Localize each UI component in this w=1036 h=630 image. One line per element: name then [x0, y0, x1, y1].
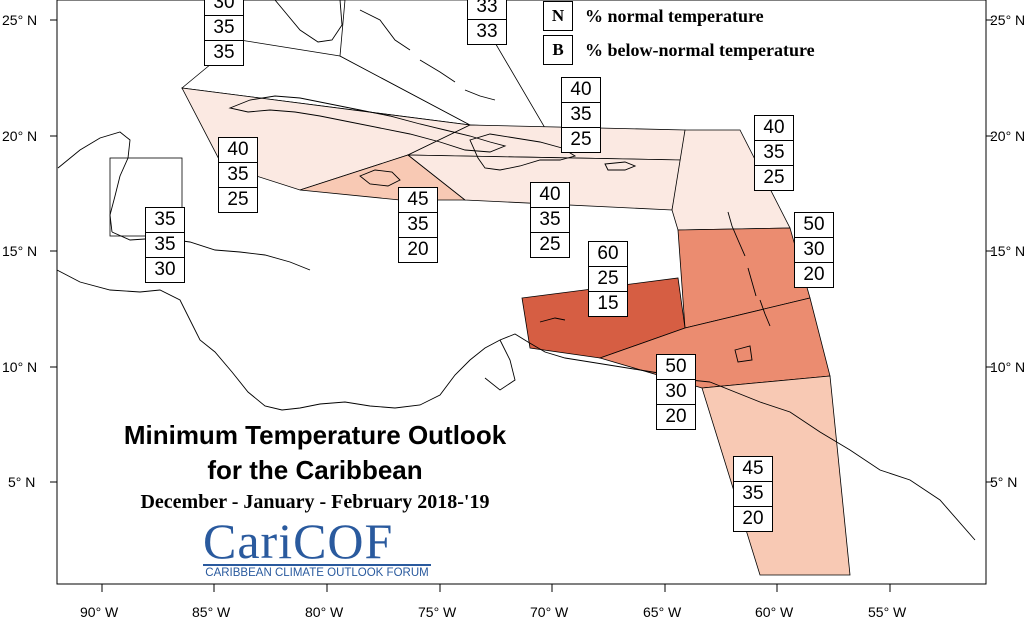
- forecast-value: 35: [562, 103, 600, 128]
- coastline-abc-islands: [539, 317, 566, 323]
- axis-ticks: [50, 19, 993, 592]
- coastline-jamaica: [359, 169, 401, 187]
- forecast-value: 25: [227, 189, 249, 210]
- forecast-value: 25: [539, 234, 561, 255]
- forecast-value: 40: [531, 183, 569, 208]
- forecast-box-windward-islands: 50 30 20: [794, 212, 834, 288]
- forecast-value: 20: [407, 239, 429, 260]
- forecast-value: 33: [468, 0, 506, 20]
- lon-label: 75° W: [418, 604, 457, 620]
- lat-label-left: 10° N: [2, 359, 38, 375]
- forecast-value: 20: [742, 508, 764, 529]
- forecast-value: 33: [476, 21, 498, 42]
- legend-text: % normal temperature: [585, 5, 764, 26]
- forecast-box-leeward-islands: 40 35 25: [754, 115, 794, 191]
- coastline-trinidad: [734, 345, 753, 363]
- forecast-box-abc-islands: 60 25 15: [588, 241, 628, 317]
- forecast-value: 30: [795, 238, 833, 263]
- forecast-box-hispaniola-south: 40 35 25: [530, 182, 570, 258]
- forecast-value: 35: [219, 163, 257, 188]
- coastline-gulf-honduras: [111, 231, 311, 271]
- caricof-logo: CariCOF: [203, 513, 394, 569]
- region-guianas: [701, 375, 851, 576]
- forecast-box-bahamas-east: 33 33: [467, 0, 507, 45]
- coastline-antilles-3: [759, 299, 771, 327]
- coastline-florida: [274, 0, 343, 43]
- legend-key: N: [543, 1, 573, 31]
- forecast-value: 40: [219, 138, 257, 163]
- forecast-value: 50: [657, 355, 695, 380]
- forecast-box-bahamas-west: 30 35 35: [204, 0, 244, 66]
- lat-label-left: 5° N: [8, 474, 36, 490]
- legend-item-normal: N % normal temperature: [543, 1, 764, 31]
- forecast-value: 30: [205, 0, 243, 16]
- forecast-value: 60: [589, 242, 627, 267]
- forecast-value: 15: [597, 293, 619, 314]
- forecast-value: 45: [734, 457, 772, 482]
- forecast-value: 35: [205, 16, 243, 41]
- forecast-box-hispaniola-north: 40 35 25: [561, 77, 601, 153]
- forecast-value: 35: [146, 208, 184, 233]
- lon-label: 80° W: [305, 604, 344, 620]
- lat-label-right: 25° N: [990, 12, 1026, 28]
- forecast-value: 35: [399, 213, 437, 238]
- legend-key: B: [543, 35, 573, 65]
- coastline-bahamas-3: [464, 89, 496, 101]
- forecast-box-cuba: 40 35 25: [218, 137, 258, 213]
- coastline-antilles-1: [727, 211, 746, 257]
- caricof-logo-subtitle: CARIBBEAN CLIMATE OUTLOOK FORUM: [203, 564, 431, 579]
- forecast-box-guianas: 45 35 20: [733, 456, 773, 532]
- legend-text: % below-normal temperature: [585, 39, 815, 60]
- lon-label: 85° W: [192, 604, 231, 620]
- forecast-value: 35: [734, 482, 772, 507]
- forecast-box-trinidad: 50 30 20: [656, 354, 696, 430]
- forecast-value: 40: [562, 78, 600, 103]
- coastline-antilles-2: [747, 267, 757, 297]
- coastline-hispaniola: [469, 133, 577, 171]
- lon-label: 65° W: [643, 604, 682, 620]
- lat-label-right: 5° N: [990, 474, 1018, 490]
- forecast-value: 35: [146, 233, 184, 258]
- forecast-value: 30: [657, 380, 695, 405]
- map-title-line1: Minimum Temperature Outlook: [123, 420, 507, 450]
- map-period: December - January - February 2018-'19: [140, 491, 490, 513]
- lat-label-left: 15° N: [2, 243, 38, 259]
- forecast-value: 35: [755, 141, 793, 166]
- lon-label: 90° W: [80, 604, 119, 620]
- lon-label: 55° W: [868, 604, 907, 620]
- forecast-value: 20: [665, 406, 687, 427]
- forecast-value: 45: [399, 188, 437, 213]
- forecast-value: 30: [154, 259, 176, 280]
- coastline-yucatan: [57, 131, 131, 233]
- forecast-value: 25: [570, 129, 592, 150]
- coastline-south-america: [709, 381, 976, 541]
- lat-label-right: 10° N: [990, 359, 1026, 375]
- map-frame: [56, 0, 987, 585]
- forecast-box-belize: 35 35 30: [145, 207, 185, 283]
- forecast-value: 25: [763, 167, 785, 188]
- forecast-value: 35: [531, 208, 569, 233]
- forecast-value: 20: [803, 264, 825, 285]
- lat-label-right: 15° N: [990, 243, 1026, 259]
- forecast-value: 35: [213, 42, 235, 63]
- lat-label-left: 25° N: [2, 12, 38, 28]
- coastline-bahamas-2: [419, 59, 456, 83]
- forecast-box-jamaica: 45 35 20: [398, 187, 438, 263]
- forecast-value: 25: [589, 267, 627, 292]
- coastline-bahamas-1: [359, 9, 411, 51]
- coastline-central-america: [56, 269, 711, 411]
- forecast-value: 40: [755, 116, 793, 141]
- forecast-value: 50: [795, 213, 833, 238]
- coastline-cuba: [228, 95, 507, 153]
- coastline-puerto-rico: [604, 161, 637, 171]
- lon-label: 60° W: [755, 604, 794, 620]
- coastlines: [56, 0, 976, 541]
- lat-label-right: 20° N: [990, 128, 1026, 144]
- map-title-line2: for the Caribbean: [207, 455, 423, 485]
- legend-item-below-normal: B % below-normal temperature: [543, 35, 815, 65]
- lon-label: 70° W: [530, 604, 569, 620]
- lat-label-left: 20° N: [2, 128, 38, 144]
- coastline-venezuela-interior: [484, 339, 516, 391]
